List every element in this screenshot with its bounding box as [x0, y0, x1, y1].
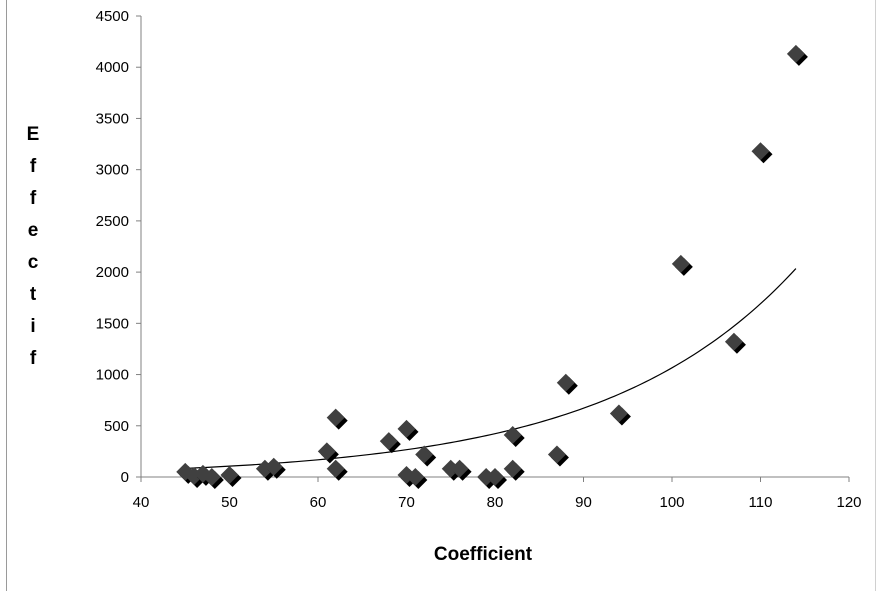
- x-tick-label: 100: [659, 494, 684, 511]
- x-tick-label: 80: [487, 494, 504, 511]
- data-point: [326, 408, 348, 430]
- data-point-marker: [751, 142, 770, 161]
- data-point-marker: [724, 332, 743, 351]
- x-tick-label: 90: [575, 494, 592, 511]
- data-point-marker: [786, 44, 805, 63]
- y-axis-title-letter: i: [30, 316, 35, 337]
- data-point-marker: [547, 445, 566, 464]
- x-tick-label: 60: [310, 494, 327, 511]
- data-point: [671, 254, 693, 276]
- data-point: [503, 459, 525, 481]
- y-tick-label: 3500: [96, 110, 129, 127]
- y-tick-label: 3000: [96, 162, 129, 179]
- data-point-marker: [503, 425, 522, 444]
- data-point: [751, 142, 773, 164]
- data-point: [786, 44, 808, 66]
- data-point: [547, 445, 569, 467]
- x-axis-title: Coefficient: [434, 544, 533, 565]
- x-tick-label: 50: [221, 494, 238, 511]
- x-tick-label: 40: [133, 494, 150, 511]
- axes: [140, 16, 849, 478]
- x-tick-label: 120: [836, 494, 861, 511]
- data-point-marker: [671, 254, 690, 273]
- data-point-marker: [609, 404, 628, 423]
- data-point-marker: [220, 465, 239, 484]
- y-tick-label: 4000: [96, 59, 129, 76]
- data-point: [609, 404, 631, 426]
- data-point: [415, 445, 437, 467]
- y-tick-label: 2500: [96, 213, 129, 230]
- data-point-marker: [326, 459, 345, 478]
- y-tick-label: 1000: [96, 367, 129, 384]
- y-axis-title-letter: e: [28, 220, 39, 241]
- data-point-marker: [503, 459, 522, 478]
- y-tick-label: 0: [121, 469, 129, 486]
- data-point-marker: [326, 408, 345, 427]
- y-tick-label: 2000: [96, 264, 129, 281]
- data-point: [264, 457, 286, 479]
- y-axis-title-letter: f: [30, 348, 37, 369]
- data-point: [406, 468, 428, 489]
- y-axis-title-letter: f: [30, 188, 37, 209]
- data-point: [379, 432, 401, 454]
- y-tick-label: 500: [104, 418, 129, 435]
- data-point-marker: [415, 445, 434, 464]
- data-point: [317, 442, 339, 464]
- x-tick-label: 70: [398, 494, 415, 511]
- data-point: [503, 425, 525, 447]
- y-tick-label: 1500: [96, 315, 129, 332]
- data-points: [176, 44, 808, 489]
- data-point: [220, 465, 242, 487]
- data-point-marker: [202, 468, 221, 486]
- y-axis-title-letter: c: [28, 252, 39, 273]
- y-axis-title-letter: t: [30, 284, 37, 305]
- data-point: [202, 468, 224, 489]
- frame-right-edge: [875, 0, 876, 591]
- data-point: [450, 459, 472, 481]
- x-tick-label: 110: [749, 494, 773, 511]
- y-axis-ticks: 0 500 1000 1500 2000 2500 3000 3500 4000 4500: [96, 8, 141, 486]
- exponential-trendline: [185, 268, 797, 469]
- data-point: [556, 373, 578, 395]
- y-axis-title-letter: f: [30, 156, 37, 177]
- data-point-marker: [317, 442, 336, 461]
- data-point-marker: [397, 419, 416, 438]
- y-tick-label: 4500: [96, 8, 129, 25]
- data-point-marker: [406, 468, 425, 486]
- y-axis-title-letter: E: [27, 124, 40, 145]
- data-point-marker: [379, 432, 398, 451]
- frame-left-edge: [6, 0, 7, 591]
- data-point-marker: [264, 457, 283, 476]
- data-point-marker: [556, 373, 575, 392]
- data-point-marker: [486, 468, 504, 486]
- data-point: [397, 419, 419, 441]
- data-point-marker: [450, 459, 469, 478]
- data-point: [486, 468, 507, 489]
- data-point: [724, 332, 746, 354]
- data-point: [326, 459, 348, 481]
